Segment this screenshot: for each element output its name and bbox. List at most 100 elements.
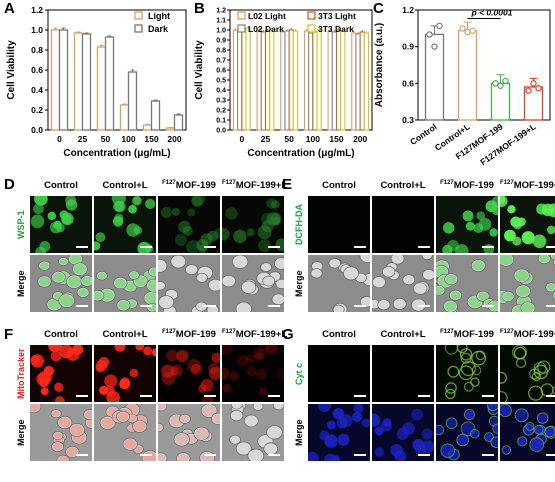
y-tick-label: 1.0 — [216, 28, 226, 35]
x-tick-label: 50 — [284, 134, 294, 144]
scale-bar — [482, 395, 494, 397]
bar-series-2 — [312, 31, 318, 131]
legend-label: Dark — [148, 24, 169, 34]
y-tick-label: 0.6 — [402, 78, 414, 88]
column-header: F127MOF-199 — [158, 329, 220, 340]
column-header-text: Control — [44, 329, 78, 340]
bar-series-1 — [331, 31, 338, 131]
y-tick-label: 0.5 — [216, 78, 226, 85]
micrograph-cells — [158, 255, 220, 312]
micrograph-cells — [372, 408, 434, 461]
y-tick-label: 0.9 — [402, 42, 414, 52]
micrograph — [158, 255, 220, 312]
scale-bar — [482, 305, 494, 307]
column-header-text: Control+L — [102, 180, 148, 191]
column-header-sup: F127 — [162, 329, 176, 335]
y-tick-label: 0.0 — [216, 128, 226, 135]
data-point — [464, 28, 471, 36]
bar-series-0 — [280, 31, 286, 131]
scale-bar — [204, 246, 216, 248]
bar-series-1 — [308, 32, 314, 131]
scale-bar — [354, 305, 366, 307]
micrograph — [308, 255, 370, 312]
micrograph — [500, 404, 555, 461]
x-tick-label: 50 — [101, 134, 111, 144]
column-header-sup: F127 — [500, 329, 514, 335]
bar-series-0 — [256, 29, 262, 131]
scale-bar — [418, 454, 430, 456]
x-tick-label: 25 — [261, 134, 271, 144]
panel-label-e: E — [282, 176, 293, 193]
micrograph-cells — [222, 198, 284, 253]
legend-swatch — [307, 24, 316, 33]
row-label: DCFH-DA — [294, 204, 304, 245]
bar-dark — [150, 100, 161, 131]
scale-bar — [482, 454, 494, 456]
column-header: Control+L — [372, 329, 434, 340]
bar-light — [50, 29, 61, 131]
micrograph — [372, 404, 434, 461]
scale-bar — [418, 395, 430, 397]
column-header: Control — [30, 329, 92, 340]
data-point — [436, 22, 443, 30]
micrograph-cells — [160, 196, 220, 253]
column-header: Control — [308, 329, 370, 340]
column-header: F127MOF-199+L — [222, 180, 288, 192]
micrograph-cells — [372, 345, 434, 402]
bar-series-0 — [303, 30, 310, 131]
chart-a-svg: 0.0 0.2 0.4 0.6 0.8 1.0 1.2 0 25 50 100 150 200 Conce… — [6, 5, 187, 159]
panel-label-d: D — [4, 176, 15, 193]
bar-dark — [81, 33, 92, 131]
scale-bar — [354, 246, 366, 248]
y-tick-label: 0.3 — [402, 115, 414, 125]
column-header: Control — [30, 180, 92, 191]
bar-dark — [104, 36, 115, 131]
column-header: F127MOF-199 — [436, 329, 498, 340]
micrograph — [308, 345, 370, 402]
y-tick-label: 0.9 — [216, 38, 226, 45]
scale-bar — [204, 305, 216, 307]
micrograph-cells — [500, 255, 555, 312]
column-header-text: MOF-199+L — [513, 180, 555, 192]
micrograph — [500, 196, 555, 253]
legend-swatch — [237, 11, 246, 20]
bar-series-3 — [363, 32, 370, 131]
column-header: Control+L — [94, 180, 156, 191]
micrograph — [436, 196, 498, 253]
legend-swatch — [307, 11, 316, 20]
column-header-text: MOF-199 — [453, 329, 494, 341]
micrograph-cells — [310, 255, 370, 312]
scale-bar — [546, 454, 555, 456]
y-tick-label: 1.2 — [216, 8, 226, 15]
y-tick-label: 0.2 — [31, 105, 43, 115]
y-tick-label: 0.3 — [216, 98, 226, 105]
x-tick-label: 100 — [306, 134, 320, 144]
y-tick-label: 0.4 — [31, 85, 43, 95]
micrograph-cells — [442, 196, 498, 253]
bar-series-1 — [284, 30, 290, 131]
data-point — [530, 80, 537, 87]
column-header-text: MOF-199 — [175, 180, 216, 192]
bar-series-0 — [351, 32, 357, 131]
bar-light — [119, 104, 130, 131]
column-header-text: MOF-199+L — [513, 329, 555, 341]
x-tick-label: 150 — [329, 134, 343, 144]
scale-bar — [546, 305, 555, 307]
bar-light — [142, 124, 153, 131]
bar-dark — [58, 29, 69, 131]
column-header-text: Control+L — [102, 329, 148, 340]
column-header-text: MOF-199+L — [235, 180, 288, 192]
y-axis-title: Absorbance (a.u.) — [374, 23, 385, 107]
bar-series-3 — [269, 29, 275, 131]
micrograph — [94, 404, 156, 461]
micrograph-cells — [37, 255, 92, 312]
legend-label: L02 Light — [248, 11, 286, 21]
micrograph-cells — [30, 345, 84, 402]
bar-series-2 — [241, 28, 247, 131]
x-tick-label: F127MOF-199+L — [478, 121, 537, 167]
column-header-text: Control — [322, 180, 356, 191]
micrograph-cells — [436, 259, 498, 312]
scale-bar — [354, 454, 366, 456]
scale-bar — [140, 454, 152, 456]
micrograph-cells — [444, 345, 487, 400]
